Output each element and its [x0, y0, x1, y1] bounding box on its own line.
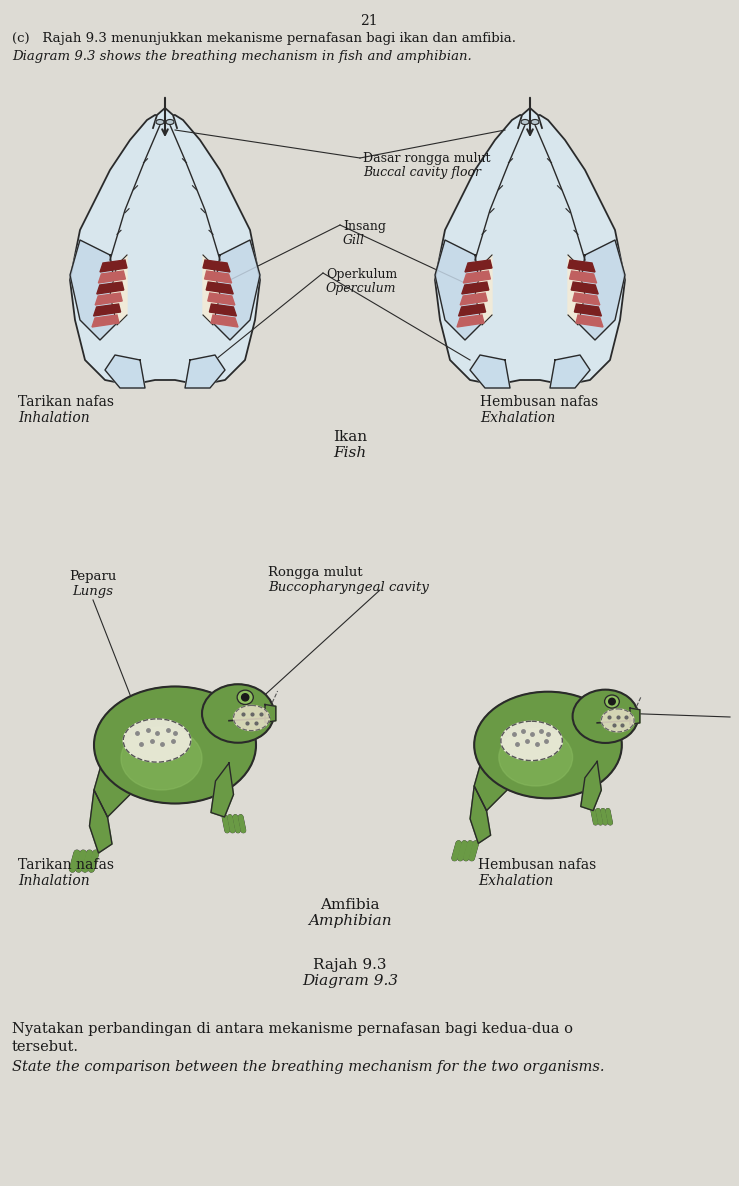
Polygon shape	[70, 240, 120, 340]
Polygon shape	[95, 293, 122, 305]
Polygon shape	[568, 255, 585, 325]
Polygon shape	[206, 282, 234, 294]
Polygon shape	[94, 759, 130, 817]
Ellipse shape	[156, 120, 164, 125]
Polygon shape	[459, 304, 486, 315]
Polygon shape	[153, 108, 177, 128]
Polygon shape	[457, 315, 484, 327]
Text: Insang: Insang	[343, 219, 386, 232]
Polygon shape	[571, 282, 598, 294]
Polygon shape	[100, 260, 127, 272]
Polygon shape	[208, 293, 235, 305]
Text: Gill: Gill	[343, 234, 365, 247]
Polygon shape	[581, 761, 602, 810]
Polygon shape	[460, 293, 487, 305]
Polygon shape	[465, 260, 492, 272]
Polygon shape	[474, 758, 507, 810]
Polygon shape	[575, 240, 625, 340]
Polygon shape	[105, 355, 145, 388]
Ellipse shape	[609, 699, 616, 704]
Polygon shape	[205, 270, 231, 283]
Polygon shape	[462, 282, 488, 294]
Polygon shape	[98, 270, 126, 283]
Ellipse shape	[166, 120, 174, 125]
Polygon shape	[576, 315, 603, 327]
Ellipse shape	[602, 709, 634, 732]
Polygon shape	[630, 708, 640, 725]
Text: Lungs: Lungs	[72, 585, 114, 598]
Polygon shape	[475, 255, 492, 325]
Ellipse shape	[94, 687, 256, 803]
Text: Exhalation: Exhalation	[478, 874, 554, 888]
Text: Inhalation: Inhalation	[18, 874, 89, 888]
Polygon shape	[265, 704, 276, 722]
Text: Hembusan nafas: Hembusan nafas	[480, 395, 599, 409]
Text: Amphibian: Amphibian	[308, 914, 392, 927]
Polygon shape	[470, 355, 510, 388]
Polygon shape	[94, 304, 120, 315]
Text: Operkulum: Operkulum	[326, 268, 398, 281]
Text: Operculum: Operculum	[326, 282, 397, 295]
Polygon shape	[518, 108, 542, 128]
Ellipse shape	[474, 691, 621, 798]
Polygon shape	[97, 282, 124, 294]
Text: Diagram 9.3 shows the breathing mechanism in fish and amphibian.: Diagram 9.3 shows the breathing mechanis…	[12, 50, 471, 63]
Ellipse shape	[499, 728, 573, 786]
Polygon shape	[203, 255, 220, 325]
Text: Nyatakan perbandingan di antara mekanisme pernafasan bagi kedua-dua o: Nyatakan perbandingan di antara mekanism…	[12, 1022, 573, 1037]
Text: Rajah 9.3: Rajah 9.3	[313, 958, 386, 973]
Text: Diagram 9.3: Diagram 9.3	[302, 974, 398, 988]
Ellipse shape	[501, 721, 562, 760]
Text: Amfibia: Amfibia	[320, 898, 380, 912]
Polygon shape	[70, 115, 260, 385]
Text: tersebut.: tersebut.	[12, 1040, 79, 1054]
Polygon shape	[203, 260, 230, 272]
Polygon shape	[435, 115, 625, 385]
Text: Buccopharyngeal cavity: Buccopharyngeal cavity	[268, 581, 429, 594]
Polygon shape	[211, 763, 234, 817]
Text: Fish: Fish	[333, 446, 367, 460]
Polygon shape	[435, 240, 485, 340]
Text: 21: 21	[360, 14, 378, 28]
Polygon shape	[573, 293, 600, 305]
Text: Buccal cavity floor: Buccal cavity floor	[363, 166, 481, 179]
Polygon shape	[110, 255, 127, 325]
Text: Rongga mulut: Rongga mulut	[268, 566, 363, 579]
Ellipse shape	[531, 120, 539, 125]
Polygon shape	[550, 355, 590, 388]
Polygon shape	[209, 304, 236, 315]
Ellipse shape	[123, 719, 191, 763]
Polygon shape	[570, 270, 596, 283]
Polygon shape	[470, 786, 491, 843]
Text: Hembusan nafas: Hembusan nafas	[478, 857, 596, 872]
Text: Tarikan nafas: Tarikan nafas	[18, 857, 114, 872]
Polygon shape	[210, 240, 260, 340]
Ellipse shape	[234, 706, 270, 731]
Ellipse shape	[121, 727, 202, 790]
Polygon shape	[89, 790, 112, 853]
Text: (c)   Rajah 9.3 menunjukkan mekanisme pernafasan bagi ikan dan amfibia.: (c) Rajah 9.3 menunjukkan mekanisme pern…	[12, 32, 516, 45]
Ellipse shape	[202, 684, 274, 742]
Text: Peparu: Peparu	[69, 570, 117, 584]
Polygon shape	[568, 260, 595, 272]
Text: Ikan: Ikan	[333, 431, 367, 444]
Polygon shape	[92, 315, 119, 327]
Polygon shape	[463, 270, 491, 283]
Polygon shape	[574, 304, 602, 315]
Text: Inhalation: Inhalation	[18, 412, 89, 425]
Ellipse shape	[237, 690, 253, 704]
Ellipse shape	[573, 689, 638, 742]
Polygon shape	[185, 355, 225, 388]
Text: Tarikan nafas: Tarikan nafas	[18, 395, 114, 409]
Ellipse shape	[521, 120, 529, 125]
Polygon shape	[211, 315, 238, 327]
Text: State the comparison between the breathing mechanism for the two organisms.: State the comparison between the breathi…	[12, 1060, 605, 1075]
Ellipse shape	[242, 694, 249, 701]
Ellipse shape	[605, 695, 619, 708]
Text: Dasar rongga mulut: Dasar rongga mulut	[363, 152, 491, 165]
Text: Exhalation: Exhalation	[480, 412, 555, 425]
